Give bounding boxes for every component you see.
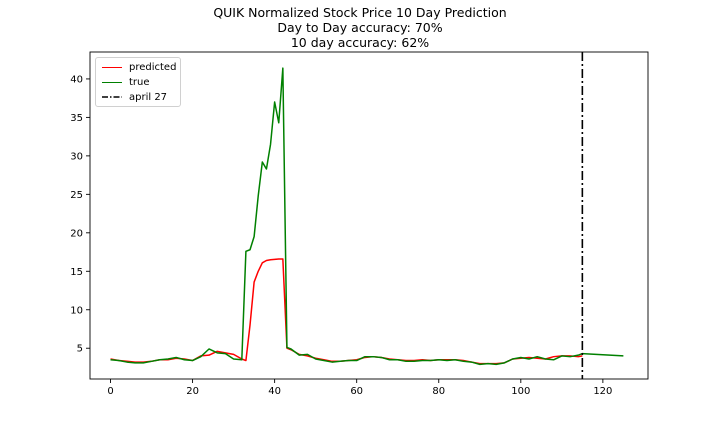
y-tick-label: 25 <box>70 190 83 201</box>
x-tick-label: 80 <box>432 386 445 397</box>
legend: predicted true april 27 <box>95 57 181 107</box>
legend-swatch-true <box>102 81 122 83</box>
plot-frame <box>89 51 649 380</box>
x-tick-label: 120 <box>593 386 612 397</box>
chart-title: QUIK Normalized Stock Price 10 Day Predi… <box>213 5 507 20</box>
series-line-predicted <box>110 258 583 365</box>
legend-item-true: true <box>102 75 150 89</box>
legend-label-april-27: april 27 <box>129 91 168 103</box>
y-tick-label: 40 <box>70 74 83 85</box>
x-tick-label: 100 <box>511 386 530 397</box>
y-tick-label: 35 <box>70 113 83 124</box>
legend-item-april-27: april 27 <box>102 90 167 104</box>
x-tick-label: 0 <box>107 386 113 397</box>
y-tick-label: 20 <box>70 228 83 239</box>
x-tick-label: 20 <box>186 386 199 397</box>
legend-swatch-april-27 <box>102 96 122 98</box>
y-tick-label: 5 <box>77 344 83 355</box>
y-tick-label: 10 <box>70 305 83 316</box>
series-line-true <box>110 67 624 366</box>
y-tick-label: 15 <box>70 267 83 278</box>
chart-subtitle-day-accuracy: Day to Day accuracy: 70% <box>277 20 443 35</box>
y-tick-label: 30 <box>70 151 83 162</box>
x-tick-label: 40 <box>268 386 281 397</box>
legend-label-predicted: predicted <box>129 61 177 73</box>
legend-item-predicted: predicted <box>102 60 176 74</box>
legend-swatch-predicted <box>102 66 122 68</box>
chart-subtitle-10day-accuracy: 10 day accuracy: 62% <box>290 35 430 50</box>
x-tick-label: 60 <box>350 386 363 397</box>
legend-label-true: true <box>129 76 150 88</box>
